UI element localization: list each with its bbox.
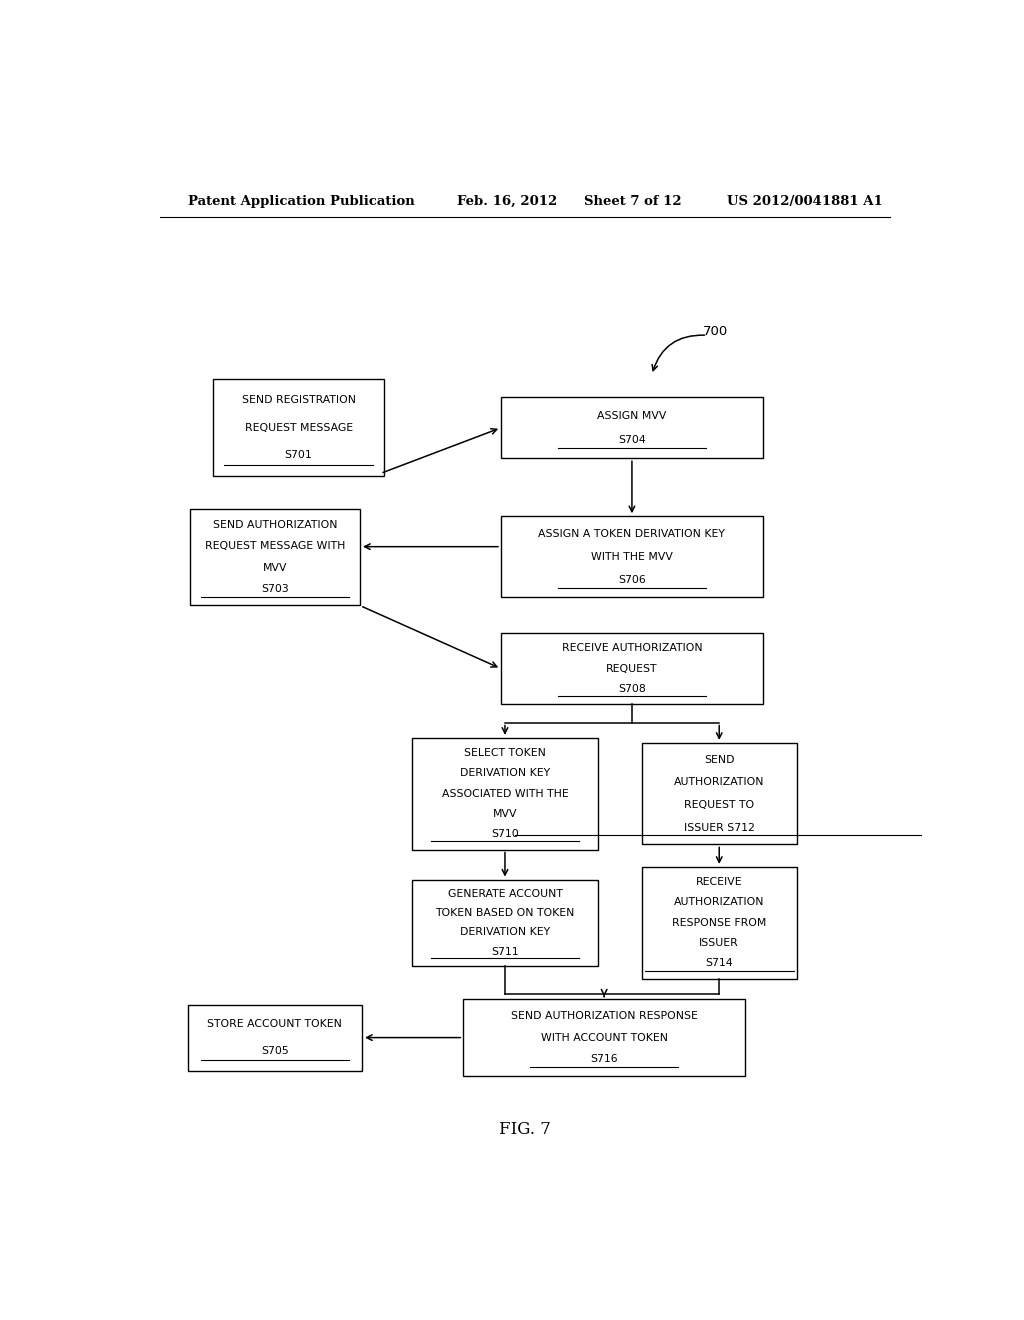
FancyBboxPatch shape xyxy=(412,738,598,850)
Text: AUTHORIZATION: AUTHORIZATION xyxy=(674,898,765,907)
Text: AUTHORIZATION: AUTHORIZATION xyxy=(674,777,765,787)
Text: MVV: MVV xyxy=(493,809,517,818)
FancyBboxPatch shape xyxy=(642,867,797,978)
FancyBboxPatch shape xyxy=(187,1005,362,1071)
Text: ISSUER S712: ISSUER S712 xyxy=(684,822,755,833)
Text: SEND AUTHORIZATION RESPONSE: SEND AUTHORIZATION RESPONSE xyxy=(511,1011,697,1020)
Text: Patent Application Publication: Patent Application Publication xyxy=(187,194,415,207)
Text: SEND AUTHORIZATION: SEND AUTHORIZATION xyxy=(213,520,337,529)
FancyBboxPatch shape xyxy=(213,379,384,477)
FancyBboxPatch shape xyxy=(501,397,763,458)
Text: S710: S710 xyxy=(492,829,519,840)
Text: S701: S701 xyxy=(285,450,312,461)
FancyBboxPatch shape xyxy=(501,516,763,598)
Text: S716: S716 xyxy=(591,1055,617,1064)
Text: S705: S705 xyxy=(261,1045,289,1056)
Text: 700: 700 xyxy=(703,325,729,338)
Text: WITH ACCOUNT TOKEN: WITH ACCOUNT TOKEN xyxy=(541,1032,668,1043)
Text: S704: S704 xyxy=(618,436,646,445)
Text: DERIVATION KEY: DERIVATION KEY xyxy=(460,768,550,779)
Text: TOKEN BASED ON TOKEN: TOKEN BASED ON TOKEN xyxy=(435,908,574,919)
Text: DERIVATION KEY: DERIVATION KEY xyxy=(460,928,550,937)
Text: S714: S714 xyxy=(706,958,733,969)
Text: MVV: MVV xyxy=(262,562,287,573)
Text: SELECT TOKEN: SELECT TOKEN xyxy=(464,748,546,758)
FancyBboxPatch shape xyxy=(463,999,745,1076)
Text: RESPONSE FROM: RESPONSE FROM xyxy=(672,917,766,928)
Text: RECEIVE AUTHORIZATION: RECEIVE AUTHORIZATION xyxy=(561,643,702,653)
Text: S703: S703 xyxy=(261,583,289,594)
Text: SEND REGISTRATION: SEND REGISTRATION xyxy=(242,395,355,405)
Text: REQUEST MESSAGE: REQUEST MESSAGE xyxy=(245,422,352,433)
Text: Feb. 16, 2012: Feb. 16, 2012 xyxy=(458,194,558,207)
Text: S708: S708 xyxy=(618,684,646,694)
Text: GENERATE ACCOUNT: GENERATE ACCOUNT xyxy=(447,888,562,899)
Text: US 2012/0041881 A1: US 2012/0041881 A1 xyxy=(727,194,883,207)
Text: STORE ACCOUNT TOKEN: STORE ACCOUNT TOKEN xyxy=(208,1019,342,1030)
Text: FIG. 7: FIG. 7 xyxy=(499,1121,551,1138)
FancyBboxPatch shape xyxy=(412,879,598,966)
Text: ASSOCIATED WITH THE: ASSOCIATED WITH THE xyxy=(441,788,568,799)
Text: ISSUER: ISSUER xyxy=(699,939,739,948)
Text: S706: S706 xyxy=(618,576,646,585)
Text: ASSIGN A TOKEN DERIVATION KEY: ASSIGN A TOKEN DERIVATION KEY xyxy=(539,528,725,539)
FancyBboxPatch shape xyxy=(642,743,797,845)
FancyBboxPatch shape xyxy=(189,508,360,605)
Text: REQUEST MESSAGE WITH: REQUEST MESSAGE WITH xyxy=(205,541,345,552)
Text: SEND: SEND xyxy=(703,755,734,764)
FancyBboxPatch shape xyxy=(501,634,763,704)
Text: REQUEST TO: REQUEST TO xyxy=(684,800,755,810)
Text: RECEIVE: RECEIVE xyxy=(696,876,742,887)
Text: Sheet 7 of 12: Sheet 7 of 12 xyxy=(585,194,682,207)
Text: REQUEST: REQUEST xyxy=(606,664,657,673)
Text: ASSIGN MVV: ASSIGN MVV xyxy=(597,411,667,421)
Text: WITH THE MVV: WITH THE MVV xyxy=(591,552,673,562)
Text: S711: S711 xyxy=(492,946,519,957)
